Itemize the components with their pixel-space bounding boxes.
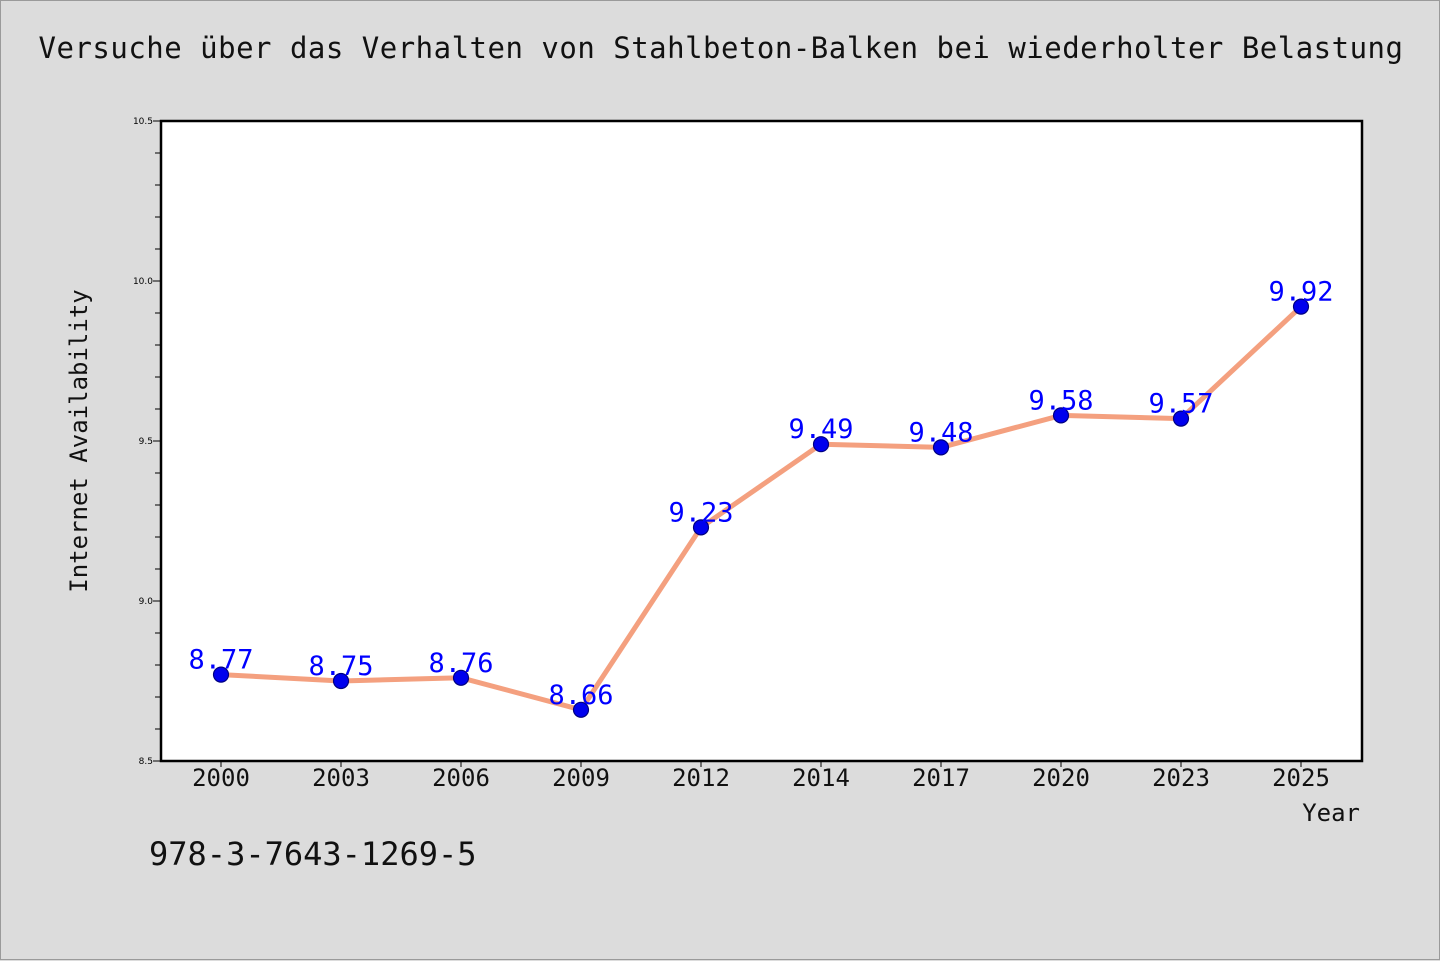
data-label: 9.49 — [788, 414, 853, 445]
data-point — [332, 672, 350, 690]
x-tick-label: 2017 — [912, 764, 970, 792]
data-point — [812, 436, 830, 453]
x-tick-label: 2009 — [552, 764, 610, 792]
x-tick-label: 2014 — [792, 764, 850, 792]
x-tick-label: 2006 — [432, 764, 490, 792]
series-line — [218, 304, 1304, 713]
data-label: 9.57 — [1148, 389, 1213, 420]
x-tick-label: 2020 — [1032, 764, 1090, 792]
y-tick-label: 10.0 — [133, 277, 153, 287]
data-point — [692, 519, 710, 536]
data-label: 9.58 — [1028, 385, 1093, 416]
data-point — [212, 666, 230, 683]
plot-frame — [159, 119, 1364, 763]
y-tick-label: 9.5 — [139, 437, 153, 447]
data-label: 9.23 — [668, 497, 733, 528]
y-tick-label: 9.0 — [139, 597, 154, 607]
data-label: 9.92 — [1268, 277, 1333, 308]
data-label: 9.48 — [908, 417, 973, 448]
data-point — [572, 701, 590, 718]
data-point — [932, 439, 950, 456]
chart-title: Versuche über das Verhalten von Stahlbet… — [38, 31, 1404, 65]
data-label: 8.75 — [308, 651, 373, 682]
x-tick-label: 2012 — [672, 764, 730, 792]
data-point — [1052, 407, 1070, 424]
plot-area — [161, 121, 1362, 761]
data-label: 8.66 — [548, 680, 613, 711]
x-axis-label: Year — [1302, 799, 1360, 827]
y-axis-label: Internet Availability — [65, 289, 93, 592]
x-tick-label: 2000 — [192, 764, 250, 792]
data-point — [1292, 298, 1310, 315]
data-point — [1172, 410, 1190, 427]
x-tick-label: 2023 — [1152, 764, 1210, 792]
isbn-annotation: 978-3-7643-1269-5 — [149, 835, 477, 873]
x-tick-label: 2025 — [1272, 764, 1330, 792]
data-label: 8.77 — [188, 645, 253, 676]
x-tick-label: 2003 — [312, 764, 370, 792]
y-tick-label: 10.5 — [133, 117, 153, 127]
y-tick-label: 8.5 — [139, 757, 153, 767]
data-point — [452, 669, 470, 686]
data-label: 8.76 — [428, 648, 493, 679]
